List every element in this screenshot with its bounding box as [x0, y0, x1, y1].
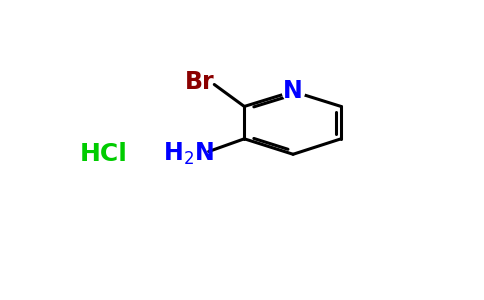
Text: HCl: HCl [80, 142, 128, 166]
Text: H$_2$N: H$_2$N [163, 141, 213, 167]
Text: Br: Br [184, 70, 214, 94]
Text: N: N [283, 80, 303, 103]
